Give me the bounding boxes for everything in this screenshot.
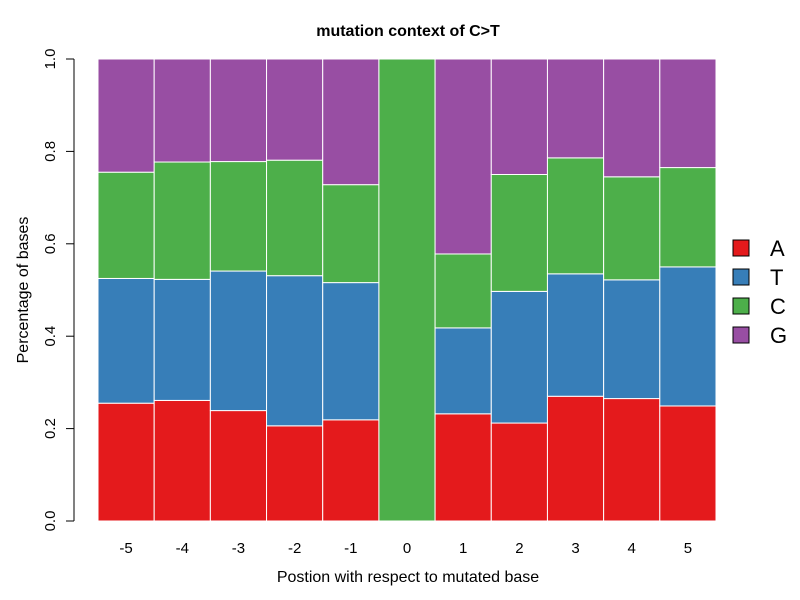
y-tick-label: 0.8 [42, 141, 59, 162]
bar-segment-G-2 [490, 58, 548, 175]
bar-segment-T-2 [490, 290, 548, 424]
x-axis: -5 -4 -3 -2 -1 0 1 2 3 4 5 [119, 540, 692, 557]
bar-segment-C--4 [153, 161, 211, 280]
legend-swatch-A [732, 239, 750, 257]
legend-label-C: C [770, 294, 786, 319]
bar-segment-T--3 [209, 270, 268, 412]
bar-segment-A-2 [490, 422, 548, 522]
bar-segment-A--1 [322, 419, 380, 522]
bar-segment-G-3 [546, 58, 605, 159]
bar-segment-G--3 [209, 58, 268, 163]
bar-segment-C-0 [378, 58, 436, 522]
bar-segment-G--5 [97, 58, 155, 173]
x-tick-label: 3 [571, 540, 579, 557]
bar-segment-A--3 [209, 410, 268, 522]
bar-segment-C-2 [490, 174, 548, 292]
bar-segment-A--5 [97, 402, 155, 522]
bar-segment-A--4 [153, 399, 211, 522]
bar-segment-G-4 [603, 58, 661, 178]
bar-segment-C-3 [546, 157, 605, 275]
x-tick-label: -5 [119, 540, 132, 557]
bar-segment-T-1 [434, 327, 492, 415]
bar-segment-G--4 [153, 58, 211, 163]
bar-segment-C-4 [603, 176, 661, 281]
x-tick-label: 5 [684, 540, 692, 557]
legend-label-G: G [770, 323, 787, 348]
bar-segment-G--2 [266, 58, 324, 161]
y-tick-label: 0.4 [42, 326, 59, 347]
x-tick-label: -4 [176, 540, 189, 557]
y-axis-label: Percentage of bases [15, 217, 32, 364]
y-axis: 0.0 0.2 0.4 0.6 0.8 1.0 [42, 49, 75, 532]
x-tick-label: 1 [459, 540, 467, 557]
x-axis-label: Postion with respect to mutated base [277, 569, 539, 586]
legend-swatch-C [732, 297, 750, 315]
x-tick-label: 0 [403, 540, 411, 557]
bars-group [97, 58, 717, 522]
bar-segment-T-4 [603, 279, 661, 400]
x-tick-label: 4 [628, 540, 636, 557]
legend-swatch-G [732, 326, 750, 344]
bar-segment-C-1 [434, 253, 492, 329]
bar-segment-C--2 [266, 159, 324, 277]
y-tick-label: 0.6 [42, 233, 59, 254]
x-tick-label: -1 [344, 540, 357, 557]
legend-swatch-T [732, 268, 750, 286]
y-tick-label: 0.2 [42, 418, 59, 439]
x-tick-label: -3 [232, 540, 245, 557]
y-tick-label: 1.0 [42, 49, 59, 70]
bar-segment-T--2 [266, 275, 324, 427]
legend-label-T: T [770, 265, 783, 290]
bar-segment-A-4 [603, 398, 661, 522]
bar-segment-T-5 [659, 266, 717, 407]
bar-segment-G-5 [659, 58, 717, 169]
bar-segment-C--3 [209, 161, 268, 272]
bar-segment-A-3 [546, 395, 605, 522]
bar-segment-T--1 [322, 282, 380, 421]
bar-segment-C-5 [659, 167, 717, 268]
bar-segment-A--2 [266, 425, 324, 522]
bar-segment-C--1 [322, 184, 380, 284]
y-tick-label: 0.0 [42, 511, 59, 532]
legend-label-A: A [770, 236, 785, 261]
bar-segment-T-3 [546, 273, 605, 397]
chart-title: mutation context of C>T [316, 23, 500, 40]
x-tick-label: 2 [515, 540, 523, 557]
bar-segment-T--5 [97, 277, 155, 404]
bar-segment-G--1 [322, 58, 380, 186]
bar-segment-T--4 [153, 278, 211, 401]
bar-segment-C--5 [97, 171, 155, 279]
bar-segment-A-5 [659, 405, 717, 522]
bar-segment-G-1 [434, 58, 492, 255]
x-tick-label: -2 [288, 540, 301, 557]
bar-segment-A-1 [434, 413, 492, 522]
